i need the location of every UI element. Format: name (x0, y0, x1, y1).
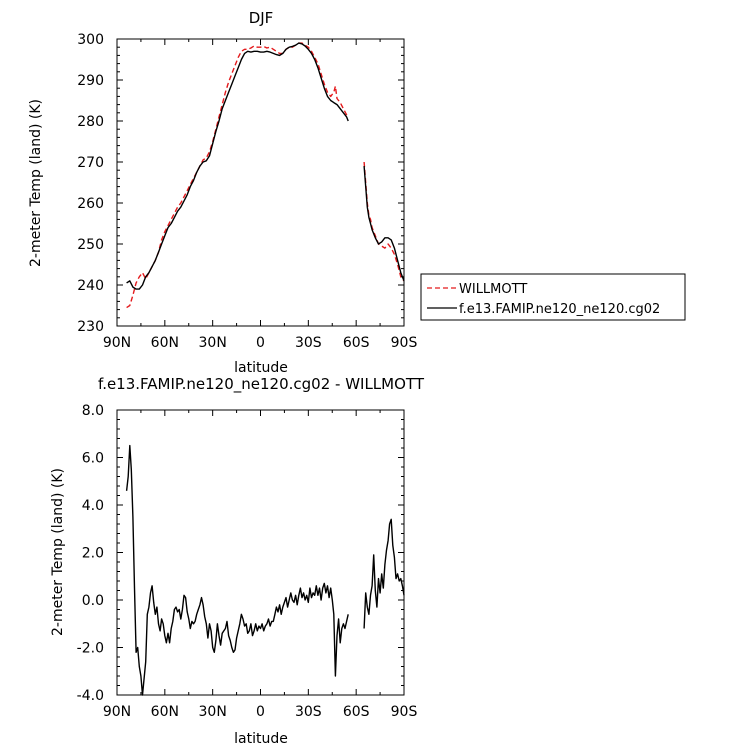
x-tick-label: 0 (256, 335, 265, 351)
x-tick-label: 60S (343, 704, 370, 720)
y-tick-label: 8.0 (82, 403, 104, 419)
y-tick-label: 4.0 (82, 498, 104, 514)
x-tick-label: 30S (295, 704, 322, 720)
top-panel: DJF 90N 60N 30N 0 30S 60S 90S 230 240 250 260 270 28… (28, 9, 686, 376)
series-line-1-segment-0 (126, 42, 349, 290)
x-tick-label: 90N (103, 335, 131, 351)
series-line-1-segment-1 (363, 166, 405, 282)
x-tick-label: 90S (391, 704, 418, 720)
x-tick-label: 30S (295, 335, 322, 351)
y-tick-label: 260 (77, 196, 104, 212)
bottom-series-layer (125, 444, 405, 696)
x-tick-label: 60N (151, 704, 179, 720)
y-tick-label: 290 (77, 73, 104, 89)
y-tick-label: 280 (77, 114, 104, 130)
x-tick-label: 60S (343, 335, 370, 351)
y-tick-label: 240 (77, 278, 104, 294)
y-tick-label: 250 (77, 237, 104, 253)
bottom-ticks-layer: 90N 60N 30N 0 30S 60S 90S -4.0 -2.0 0.0 2.0 4.0 6.0 8… (77, 403, 418, 720)
top-series-layer (126, 42, 405, 309)
x-axis-label: latitude (234, 360, 288, 376)
top-ticks-layer: 90N 60N 30N 0 30S 60S 90S 230 240 250 260 270 280 290… (77, 32, 417, 351)
series-line-0-segment-0 (125, 444, 349, 696)
y-tick-label: -4.0 (77, 688, 104, 704)
legend-box (420, 273, 686, 321)
x-tick-label: 90N (103, 704, 131, 720)
y-tick-label: 230 (77, 319, 104, 335)
plot-frame (116, 38, 405, 327)
y-tick-label: 2.0 (82, 546, 104, 562)
x-axis-label: latitude (234, 731, 288, 747)
chart-title: DJF (249, 9, 274, 27)
x-tick-label: 60N (151, 335, 179, 351)
series-line-0-segment-1 (363, 161, 405, 282)
y-axis-label: 2-meter Temp (land) (K) (50, 468, 66, 636)
y-axis-label: 2-meter Temp (land) (K) (28, 99, 44, 267)
legend-entry-willmott: WILLMOTT (459, 282, 527, 297)
x-tick-label: 30N (199, 335, 227, 351)
y-tick-label: -2.0 (77, 641, 104, 657)
x-tick-label: 0 (256, 704, 265, 720)
series-line-0-segment-0 (126, 42, 349, 309)
chart-title: f.e13.FAMIP.ne120_ne120.cg02 - WILLMOTT (98, 375, 425, 394)
legend-entry-model: f.e13.FAMIP.ne120_ne120.cg02 (459, 302, 660, 317)
y-tick-label: 0.0 (82, 593, 104, 609)
y-tick-label: 270 (77, 155, 104, 171)
series-line-0-segment-1 (363, 518, 405, 629)
y-tick-label: 300 (77, 32, 104, 48)
legend: WILLMOTT f.e13.FAMIP.ne120_ne120.cg02 (420, 273, 686, 321)
plot-frame (116, 409, 405, 696)
bottom-panel: f.e13.FAMIP.ne120_ne120.cg02 - WILLMOTT … (50, 375, 425, 747)
y-tick-label: 6.0 (82, 451, 104, 467)
x-tick-label: 90S (391, 335, 418, 351)
x-tick-label: 30N (199, 704, 227, 720)
